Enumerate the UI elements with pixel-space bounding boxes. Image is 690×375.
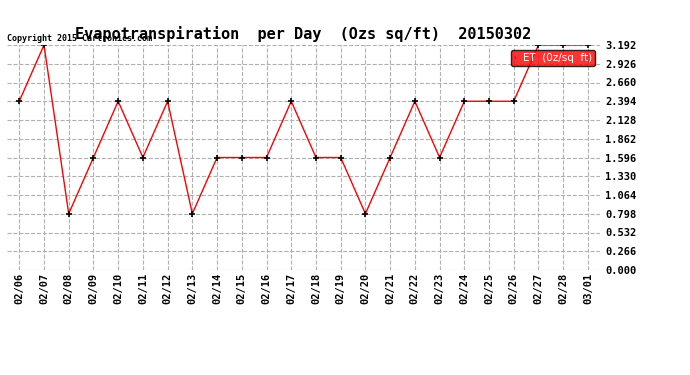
Text: Copyright 2015 Cartronics.com: Copyright 2015 Cartronics.com [7, 34, 152, 43]
Legend: ET  (0z/sq  ft): ET (0z/sq ft) [511, 50, 595, 66]
Title: Evapotranspiration  per Day  (Ozs sq/ft)  20150302: Evapotranspiration per Day (Ozs sq/ft) 2… [75, 27, 532, 42]
